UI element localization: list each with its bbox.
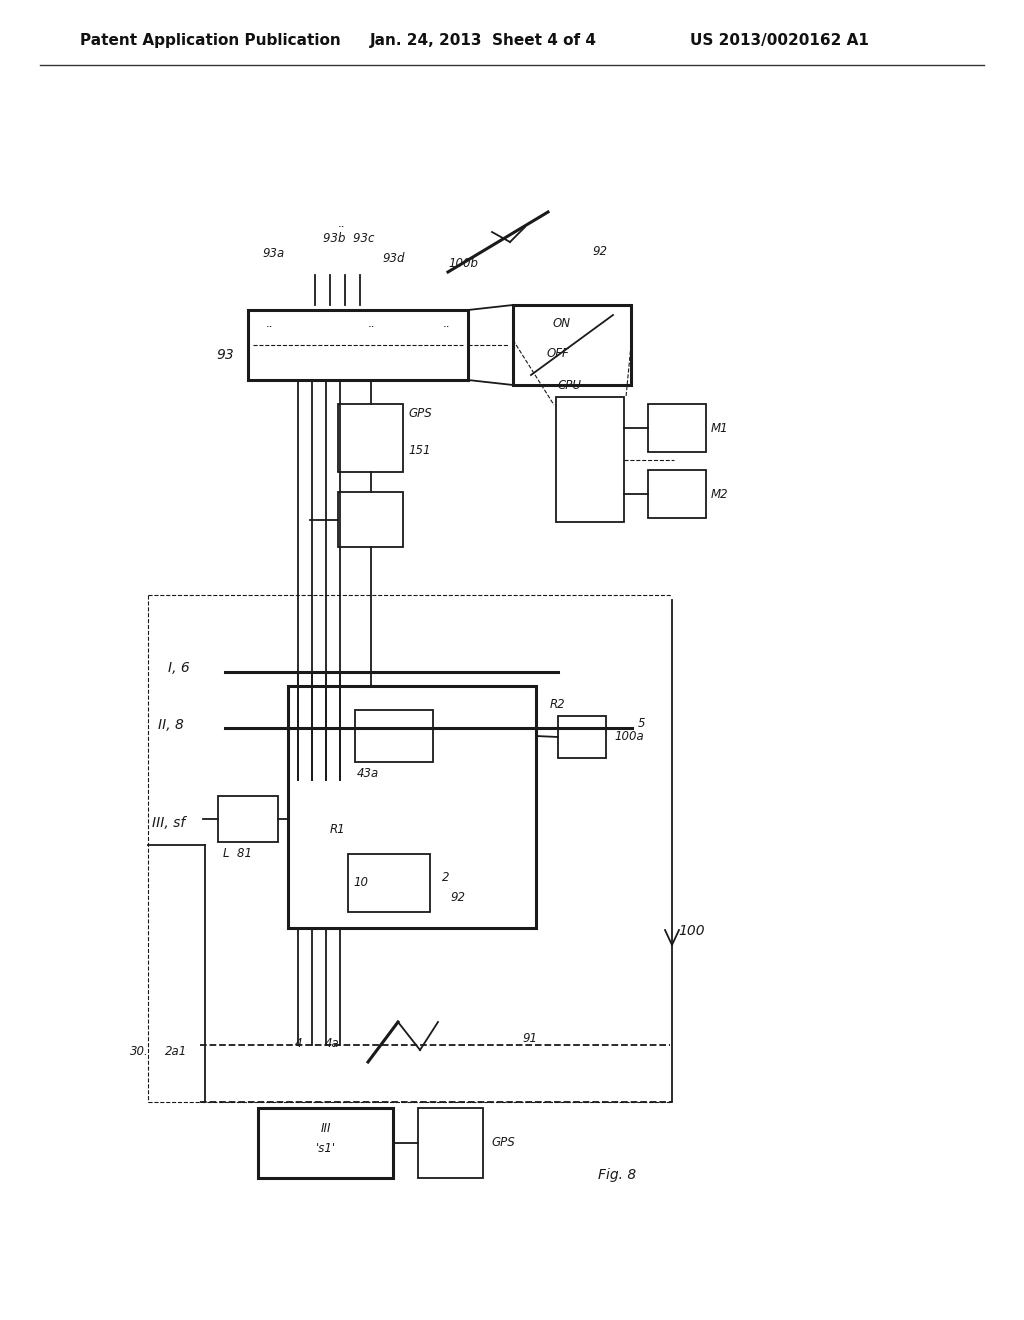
Text: L  81: L 81 — [223, 847, 252, 861]
Text: Fig. 8: Fig. 8 — [598, 1168, 636, 1181]
Text: M1: M1 — [711, 421, 729, 434]
Text: 93b  93c: 93b 93c — [323, 232, 375, 246]
Text: Jan. 24, 2013  Sheet 4 of 4: Jan. 24, 2013 Sheet 4 of 4 — [370, 33, 597, 48]
Text: II, 8: II, 8 — [158, 718, 184, 733]
Bar — [348, 854, 430, 912]
Text: III, sf: III, sf — [152, 816, 185, 830]
Text: 5: 5 — [638, 717, 645, 730]
Bar — [558, 715, 606, 758]
Text: 91: 91 — [522, 1032, 537, 1045]
Text: 4a: 4a — [325, 1038, 340, 1049]
Bar — [418, 1107, 483, 1177]
Text: R1: R1 — [330, 824, 346, 836]
Text: ..: .. — [443, 317, 451, 330]
Bar — [355, 710, 433, 762]
Text: 100b: 100b — [449, 257, 478, 271]
Text: US 2013/0020162 A1: US 2013/0020162 A1 — [690, 33, 869, 48]
Bar — [648, 404, 706, 451]
Text: 93: 93 — [216, 348, 233, 362]
Text: 151: 151 — [408, 444, 430, 457]
Text: M2: M2 — [711, 487, 729, 500]
Text: GPS: GPS — [490, 1137, 515, 1150]
Bar — [513, 305, 631, 385]
Text: 93d: 93d — [382, 252, 404, 265]
Text: 100a: 100a — [614, 730, 644, 743]
Text: ..: .. — [338, 216, 345, 230]
Bar — [288, 686, 536, 928]
Bar — [258, 1107, 393, 1177]
Text: III: III — [321, 1122, 331, 1135]
Bar — [648, 470, 706, 517]
Text: ON: ON — [553, 317, 571, 330]
Bar — [556, 397, 624, 521]
Text: CPU: CPU — [558, 379, 582, 392]
Text: 4: 4 — [295, 1038, 302, 1049]
Bar — [338, 492, 403, 546]
Text: 43a: 43a — [357, 767, 379, 780]
Text: 92: 92 — [450, 891, 465, 904]
Text: ..: .. — [368, 317, 376, 330]
Text: 93a: 93a — [262, 247, 285, 260]
Text: 10: 10 — [353, 876, 368, 890]
Text: GPS: GPS — [408, 407, 432, 420]
Text: R2: R2 — [550, 698, 565, 711]
Text: 's1': 's1' — [315, 1142, 336, 1155]
Text: ..: .. — [266, 317, 273, 330]
Text: Patent Application Publication: Patent Application Publication — [80, 33, 341, 48]
Bar — [338, 404, 403, 473]
Text: 30.: 30. — [130, 1045, 148, 1059]
Text: 100: 100 — [678, 924, 705, 939]
Text: I, 6: I, 6 — [168, 661, 189, 675]
Text: OFF: OFF — [547, 347, 569, 360]
Text: 2: 2 — [442, 871, 450, 884]
Text: 2a1: 2a1 — [165, 1045, 187, 1059]
Bar — [248, 310, 468, 380]
Bar — [218, 796, 278, 842]
Text: 92: 92 — [592, 246, 607, 257]
